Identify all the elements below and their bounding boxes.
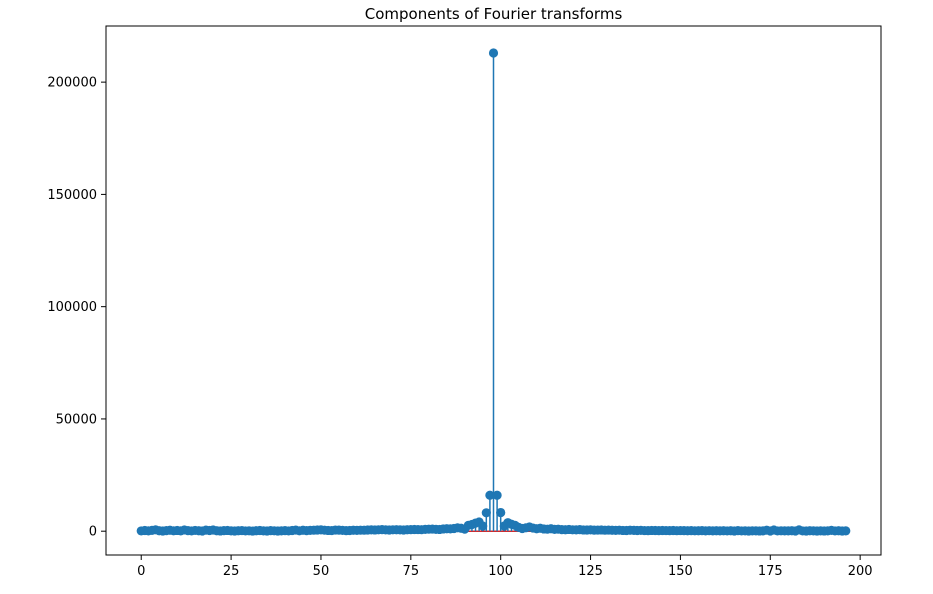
stem-marker <box>478 521 488 531</box>
y-tick-label: 50000 <box>56 412 97 427</box>
plot-frame <box>105 25 882 556</box>
y-tick-label: 100000 <box>47 300 97 315</box>
stem-marker <box>481 508 491 518</box>
markers-layer <box>136 48 851 536</box>
plot-area <box>136 48 851 536</box>
x-tick-label: 0 <box>137 564 145 579</box>
x-tick-label: 125 <box>578 564 603 579</box>
y-tick-label: 150000 <box>47 188 97 203</box>
stem-marker <box>841 526 851 536</box>
x-tick-label: 200 <box>848 564 873 579</box>
x-tick-label: 100 <box>488 564 513 579</box>
x-tick-label: 150 <box>668 564 693 579</box>
stem-marker <box>496 507 506 518</box>
y-axis: 0 50000 100000 150000 200000 <box>47 76 106 540</box>
stems-layer <box>140 52 847 532</box>
stem-marker <box>488 48 499 58</box>
y-tick-label: 200000 <box>47 76 97 91</box>
x-tick-label: 25 <box>223 564 240 579</box>
y-tick-label: 0 <box>89 525 97 540</box>
stem-marker <box>492 490 502 500</box>
x-tick-label: 75 <box>403 564 420 579</box>
x-tick-label: 175 <box>758 564 783 579</box>
chart-title: Components of Fourier transforms <box>365 5 623 23</box>
x-axis: 0 25 50 75 100 125 150 175 200 <box>137 555 873 579</box>
x-tick-label: 50 <box>313 564 330 579</box>
stem-marker <box>485 490 495 500</box>
